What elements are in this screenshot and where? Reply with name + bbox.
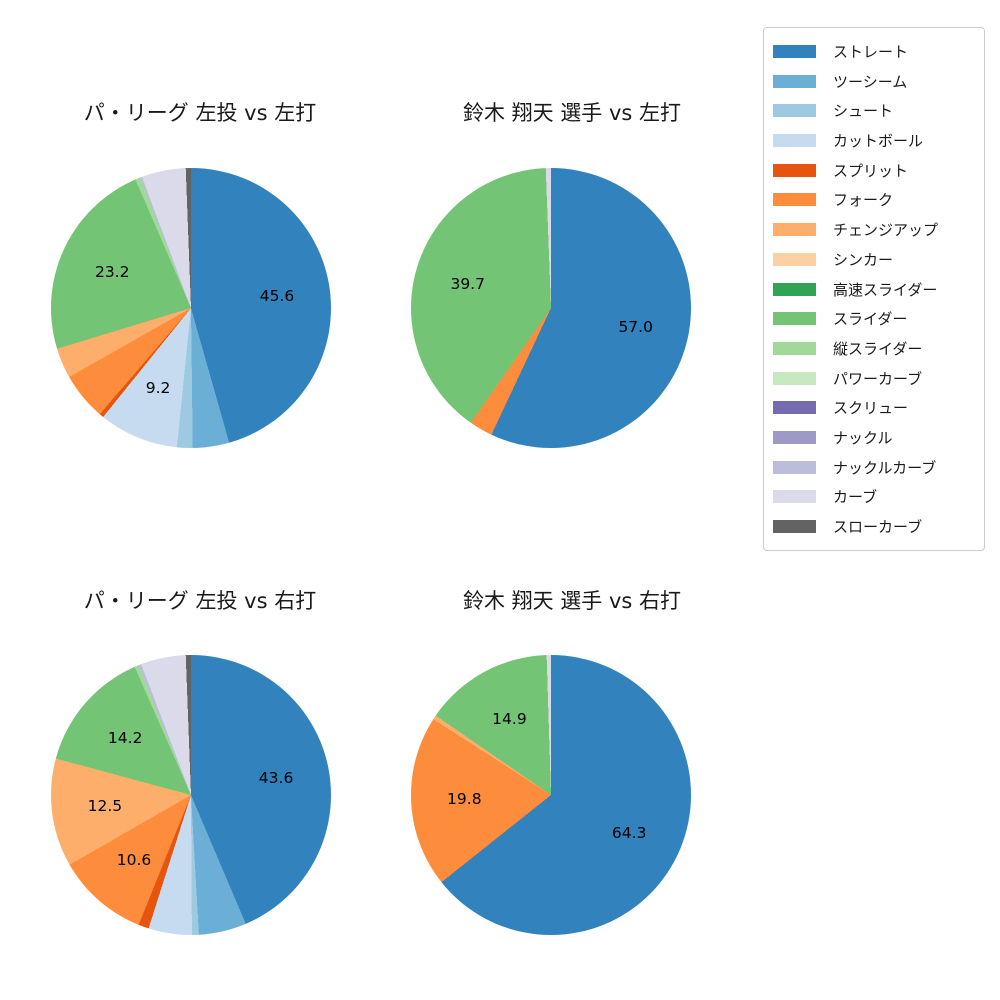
legend-label: フォーク bbox=[833, 191, 894, 210]
pie-slice-value-label: 12.5 bbox=[87, 797, 123, 816]
legend-label: 高速スライダー bbox=[833, 280, 938, 299]
legend-item-11: パワーカーブ bbox=[773, 364, 984, 393]
legend-swatch bbox=[773, 252, 816, 266]
legend-label: チェンジアップ bbox=[833, 221, 939, 240]
legend-swatch bbox=[773, 520, 816, 533]
legend-swatch bbox=[773, 104, 816, 118]
legend-swatch bbox=[773, 490, 816, 504]
legend-label: シュート bbox=[833, 102, 894, 121]
pie-slice-value-label: 14.9 bbox=[492, 709, 527, 728]
legend-label: ストレート bbox=[833, 43, 909, 61]
legend-item-5: フォーク bbox=[773, 185, 984, 214]
pie-suzuki-vs-left bbox=[411, 168, 691, 448]
pie-suzuki-vs-right bbox=[411, 655, 691, 935]
legend-item-10: 縦スライダー bbox=[773, 334, 984, 363]
pie-slice-value-label: 45.6 bbox=[259, 287, 295, 306]
legend-label: カットボール bbox=[833, 132, 924, 151]
legend-item-6: チェンジアップ bbox=[773, 215, 984, 244]
chart-title-pa-league-vs-left: パ・リーグ 左投 vs 左打 bbox=[83, 101, 317, 125]
legend-item-16: スローカーブ bbox=[773, 512, 984, 541]
legend-label: 縦スライダー bbox=[833, 339, 923, 358]
legend-label: パワーカーブ bbox=[833, 369, 923, 388]
legend-label: シンカー bbox=[833, 250, 894, 269]
pie-pa-league-vs-left bbox=[51, 168, 331, 448]
legend-swatch bbox=[773, 193, 816, 207]
legend-item-15: カーブ bbox=[773, 482, 984, 511]
legend-swatch bbox=[773, 430, 816, 444]
legend-item-8: 高速スライダー bbox=[773, 275, 984, 304]
legend-item-2: シュート bbox=[773, 96, 984, 125]
legend-label: スプリット bbox=[833, 161, 909, 180]
legend-label: カーブ bbox=[833, 488, 878, 507]
legend-swatch bbox=[773, 460, 816, 474]
chart-title-suzuki-vs-right: 鈴木 翔天 選手 vs 右打 bbox=[462, 589, 682, 613]
pie-slice-value-label: 14.2 bbox=[107, 729, 143, 748]
pie-slice-value-label: 19.8 bbox=[447, 790, 482, 809]
legend-item-4: スプリット bbox=[773, 156, 984, 185]
legend-item-14: ナックルカーブ bbox=[773, 453, 984, 482]
pie-slice-value-label: 10.6 bbox=[116, 851, 152, 870]
pie-slice-value-label: 43.6 bbox=[258, 768, 294, 787]
legend-swatch bbox=[773, 371, 816, 385]
legend-swatch bbox=[773, 134, 816, 148]
legend: ストレートツーシームシュートカットボール スプリットフォークチェンジアップ シンカー… bbox=[763, 27, 985, 551]
chart-title-suzuki-vs-left: 鈴木 翔天 選手 vs 左打 bbox=[462, 101, 682, 125]
pie-pa-league-vs-right bbox=[51, 655, 331, 935]
legend-label: ナックル bbox=[833, 428, 893, 447]
legend-label: ナックルカーブ bbox=[833, 458, 937, 477]
pie-slice-value-label: 9.2 bbox=[145, 379, 171, 398]
legend-swatch bbox=[773, 401, 816, 415]
legend-swatch bbox=[773, 282, 816, 296]
legend-label: スライダー bbox=[833, 310, 908, 329]
legend-item-13: ナックル bbox=[773, 423, 984, 452]
pie-slice-value-label: 57.0 bbox=[618, 317, 653, 336]
legend-swatch bbox=[773, 163, 816, 177]
legend-item-3: カットボール bbox=[773, 126, 984, 155]
legend-swatch bbox=[773, 74, 816, 88]
legend-label: スローカーブ bbox=[833, 518, 923, 536]
legend-label: ツーシーム bbox=[833, 72, 908, 91]
legend-item-7: シンカー bbox=[773, 245, 984, 274]
legend-item-1: ツーシーム bbox=[773, 67, 984, 96]
chart-title-pa-league-vs-right: パ・リーグ 左投 vs 右打 bbox=[83, 589, 317, 613]
legend-item-0: ストレート bbox=[773, 37, 984, 66]
legend-item-9: スライダー bbox=[773, 304, 984, 333]
legend-swatch bbox=[773, 312, 816, 326]
pie-slice-value-label: 23.2 bbox=[94, 262, 130, 281]
pie-slice-value-label: 39.7 bbox=[450, 274, 485, 293]
legend-swatch bbox=[773, 45, 816, 58]
legend-swatch bbox=[773, 341, 816, 355]
legend-label: スクリュー bbox=[833, 399, 909, 418]
legend-item-12: スクリュー bbox=[773, 393, 984, 422]
legend-swatch bbox=[773, 223, 816, 237]
pie-slice-value-label: 64.3 bbox=[611, 823, 647, 842]
